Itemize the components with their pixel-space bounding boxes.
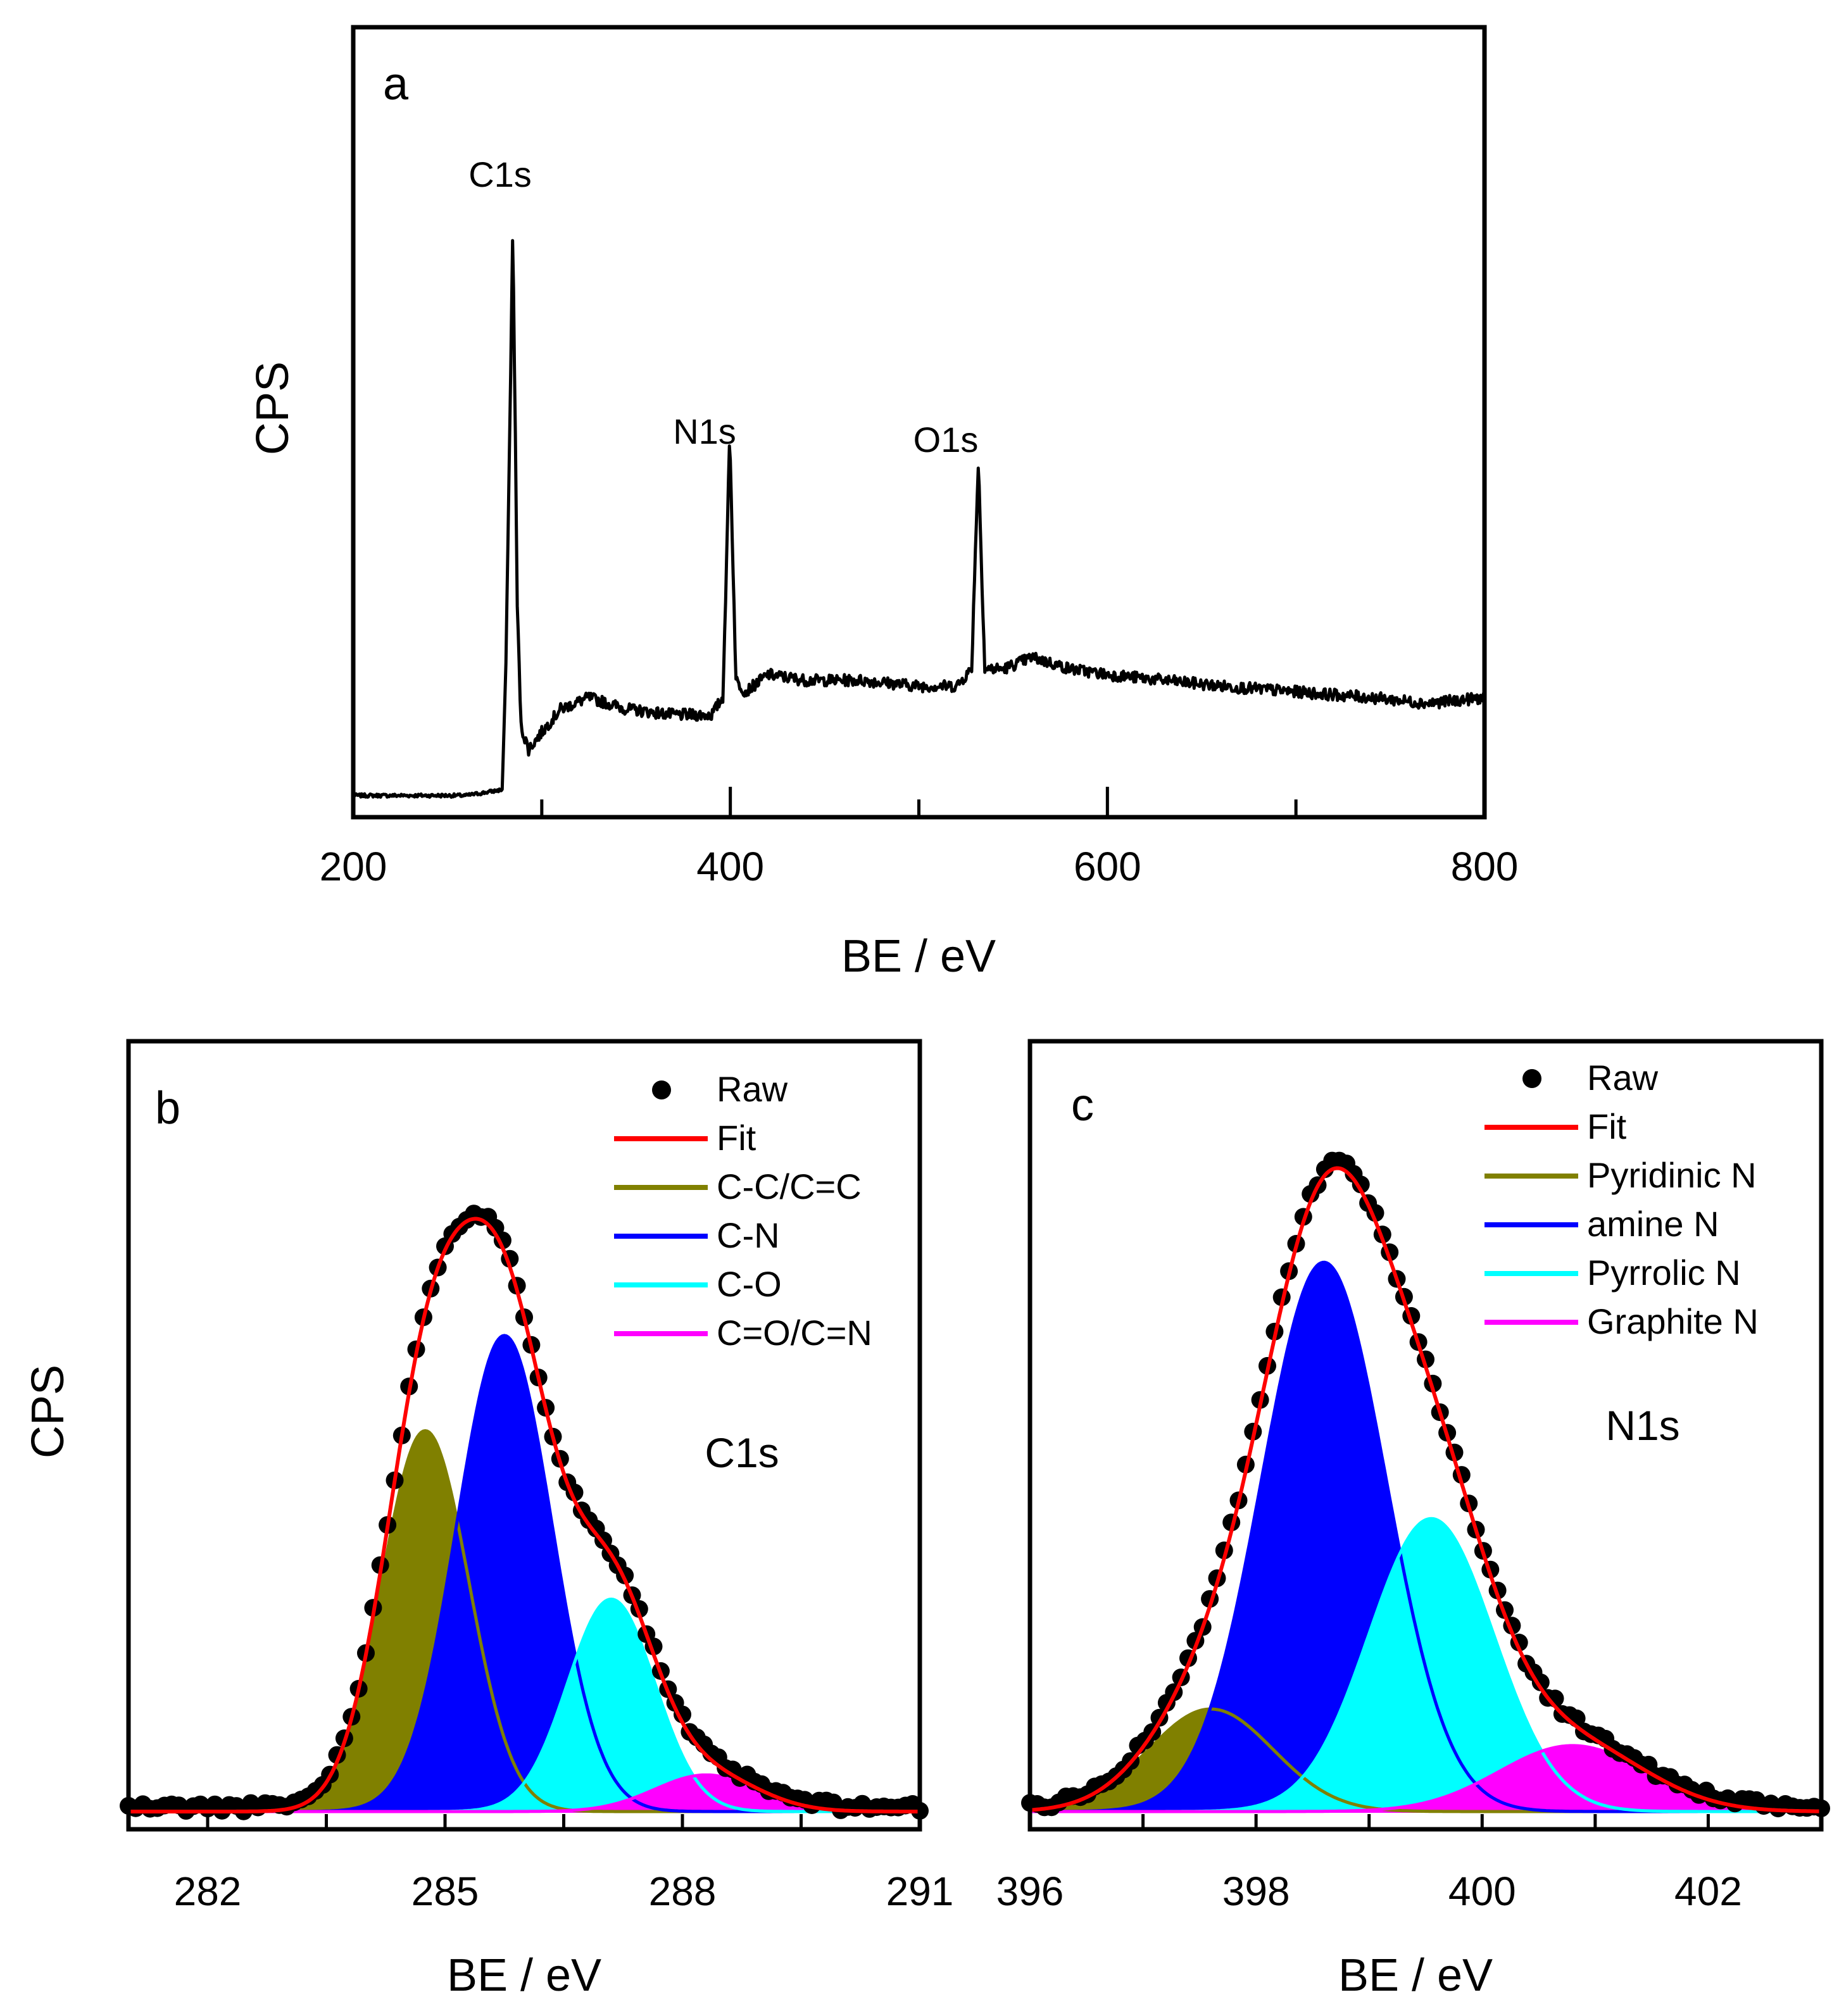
- survey-line: [352, 239, 1486, 799]
- component-c-n: [129, 1334, 920, 1813]
- panel-a: 200 400 600 800 a C1s N1s O1s BE / eV CPS: [248, 25, 1519, 982]
- peak-label-n1s: N1s: [673, 411, 736, 451]
- legend-label: Pyrrolic N: [1587, 1253, 1741, 1293]
- panel-c-x-axis-label: BE / eV: [1338, 1950, 1493, 2001]
- legend-label: Raw: [717, 1069, 788, 1109]
- x-tick-label: 291: [886, 1869, 954, 1914]
- peak-label-c1s: C1s: [468, 154, 532, 194]
- panel-c-x-ticks: 396 398 400 402: [996, 1814, 1742, 1914]
- fit-line: [129, 1217, 920, 1813]
- legend-label: Pyridinic N: [1587, 1155, 1757, 1195]
- x-tick-label: 800: [1451, 844, 1519, 889]
- panel-c-region-label: N1s: [1605, 1402, 1679, 1449]
- panel-b-x-axis-label: BE / eV: [447, 1950, 601, 2001]
- legend-marker-raw: [1522, 1069, 1541, 1088]
- panel-a-x-axis-label: BE / eV: [841, 931, 996, 982]
- legend-label: C-N: [717, 1215, 780, 1255]
- panel-c-letter: c: [1071, 1080, 1094, 1130]
- panel-b-letter: b: [155, 1083, 180, 1134]
- panel-a-letter: a: [383, 59, 409, 110]
- panel-b-frame: [126, 1039, 922, 1832]
- panel-c-frame: [1027, 1039, 1824, 1832]
- panel-c-legend: Raw Fit Pyridinic N amine N Pyrrolic N Graphi…: [1484, 1058, 1759, 1341]
- legend-label: amine N: [1587, 1204, 1719, 1244]
- x-tick-label: 396: [996, 1869, 1064, 1914]
- x-tick-label: 398: [1222, 1869, 1290, 1914]
- x-tick-label: 285: [411, 1869, 479, 1914]
- panel-b: 282 285 288 291 b C1s Raw Fit C-C/C=C C-N C-O C=…: [23, 1039, 954, 2001]
- x-tick-label: 400: [696, 844, 764, 889]
- legend-label: C-O: [717, 1264, 782, 1304]
- panel-a-survey-layer: [352, 239, 1486, 799]
- x-tick-label: 288: [649, 1869, 717, 1914]
- x-tick-label: 400: [1448, 1869, 1516, 1914]
- legend-label: C=O/C=N: [717, 1313, 872, 1353]
- legend-label: Fit: [1587, 1106, 1627, 1146]
- legend-label: Fit: [717, 1118, 756, 1158]
- panel-c: 396 398 400 402 c N1s Raw Fit Pyridinic N amin…: [996, 1039, 1830, 2001]
- legend-marker-raw: [652, 1080, 671, 1099]
- x-tick-label: 600: [1074, 844, 1141, 889]
- panel-b-y-axis-label: CPS: [23, 1365, 73, 1458]
- x-tick-label: 402: [1674, 1869, 1742, 1914]
- panel-c-components-layer: [1021, 1151, 1830, 1818]
- panel-b-legend: Raw Fit C-C/C=C C-N C-O C=O/C=N: [614, 1069, 872, 1353]
- peak-label-o1s: O1s: [913, 420, 979, 460]
- legend-label: Raw: [1587, 1058, 1659, 1098]
- panel-b-components-layer: [120, 1205, 929, 1820]
- x-tick-label: 200: [320, 844, 387, 889]
- legend-label: C-C/C=C: [717, 1167, 862, 1206]
- x-tick-label: 282: [174, 1869, 242, 1914]
- legend-label: Graphite N: [1587, 1301, 1759, 1341]
- panel-b-x-ticks: 282 285 288 291: [174, 1814, 954, 1914]
- panel-a-x-ticks: 200 400 600 800: [320, 787, 1519, 889]
- panel-b-region-label: C1s: [705, 1429, 779, 1476]
- panel-a-y-axis-label: CPS: [248, 361, 298, 455]
- fit-line: [1029, 1166, 1822, 1813]
